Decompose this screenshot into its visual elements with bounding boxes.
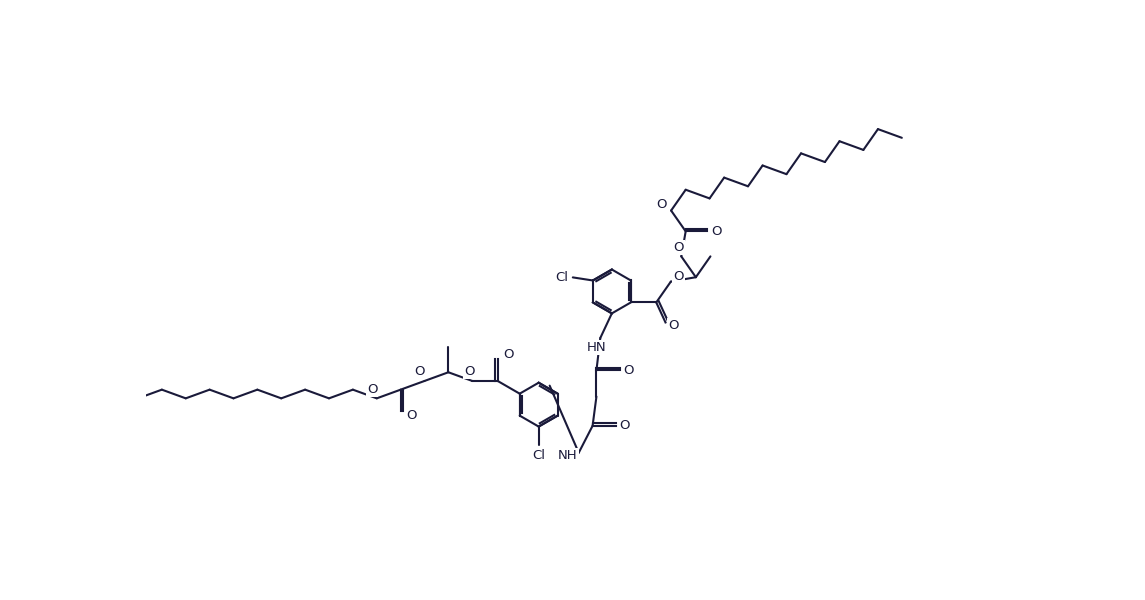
Text: O: O	[624, 364, 634, 377]
Text: O: O	[673, 271, 684, 283]
Text: NH: NH	[558, 449, 578, 463]
Text: O: O	[711, 225, 721, 238]
Text: O: O	[366, 383, 378, 395]
Text: Cl: Cl	[555, 271, 569, 284]
Text: HN: HN	[586, 341, 606, 354]
Text: Cl: Cl	[532, 449, 545, 463]
Text: O: O	[656, 198, 668, 211]
Text: O: O	[503, 348, 514, 361]
Text: O: O	[414, 365, 425, 378]
Text: O: O	[668, 319, 679, 332]
Text: O: O	[464, 365, 474, 378]
Text: O: O	[673, 241, 684, 254]
Text: O: O	[619, 419, 630, 433]
Text: O: O	[406, 409, 417, 422]
